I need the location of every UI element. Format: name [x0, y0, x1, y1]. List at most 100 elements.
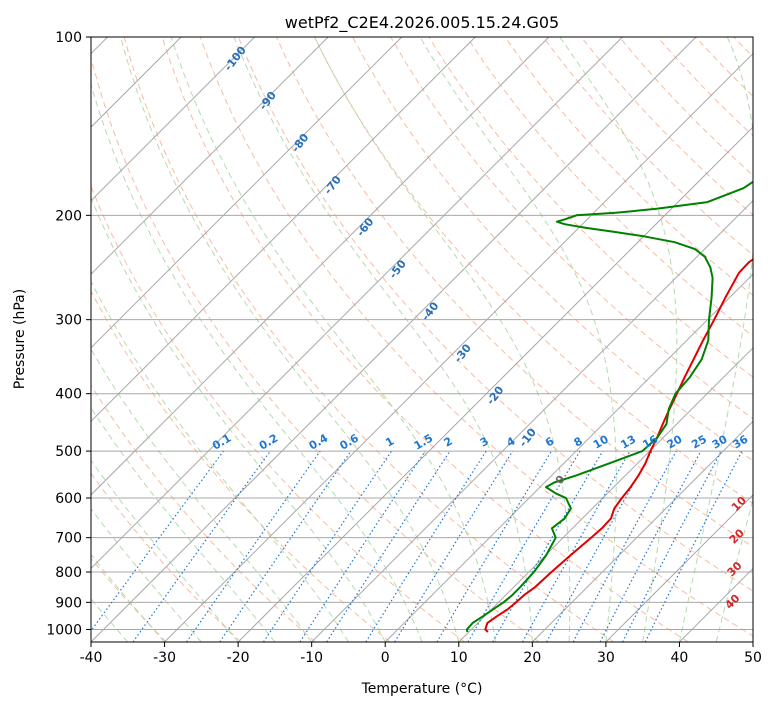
mixing-ratio-label: 1 — [383, 435, 396, 450]
moist-adiabat-line — [715, 497, 753, 642]
mixing-ratio-line — [546, 450, 653, 642]
mixing-ratio-line — [394, 450, 514, 642]
dry-adiabat-line — [91, 290, 391, 642]
moist-adiabat-line — [91, 507, 202, 642]
moist-adiabat-label: 0 — [553, 473, 568, 487]
moist-adiabat-line — [91, 280, 349, 642]
mixing-ratio-label: 30 — [710, 432, 730, 451]
moist-adiabat-line — [91, 598, 129, 642]
y-tick-label: 1000 — [46, 622, 82, 638]
x-tick-label: 40 — [671, 650, 689, 666]
isotherm-line — [458, 347, 753, 642]
dry-adiabat-label: 30 — [725, 559, 745, 579]
mixing-ratio-line — [132, 450, 271, 642]
isotherm-line — [91, 37, 476, 423]
dry-adiabat-line — [91, 384, 316, 642]
isotherm-line — [605, 494, 753, 642]
dry-adiabat-line — [314, 37, 753, 505]
x-tick-label: 20 — [523, 650, 541, 666]
y-tick-label: 800 — [55, 565, 82, 581]
chart-title: wetPf2_C2E4.2026.005.15.24.G05 — [285, 13, 559, 33]
moist-adiabats — [91, 37, 753, 642]
moist-adiabat-label: -100 — [222, 44, 249, 74]
isotherm-line — [237, 126, 753, 642]
moist-adiabat-line — [91, 406, 276, 642]
moist-adiabat-label: -90 — [257, 89, 280, 113]
dry-adiabat-line — [428, 37, 753, 378]
x-axis-label: Temperature (°C) — [361, 681, 483, 697]
plot-frame — [90, 36, 754, 643]
moist-adiabat-label: -50 — [386, 257, 409, 281]
dewpoint-profile-line — [465, 180, 753, 633]
mixing-ratio-label: 13 — [618, 433, 638, 452]
x-tick-label: -10 — [300, 650, 323, 666]
isotherm-line — [91, 37, 403, 349]
dry-adiabat-line — [91, 55, 540, 642]
moist-adiabat-label: -60 — [354, 215, 377, 239]
x-tick-label: -40 — [80, 650, 103, 666]
isotherms — [91, 37, 753, 642]
moist-adiabat-label: -80 — [289, 131, 312, 155]
profile-series — [465, 180, 753, 633]
y-ticks: 1000 900 800 700 600 500 400 300 200 100 — [46, 30, 91, 638]
isotherm-line — [91, 37, 256, 202]
mixing-ratio-line — [599, 450, 702, 642]
moist-adiabat-line — [678, 37, 753, 642]
dry-adiabat-line — [352, 37, 753, 462]
mixing-ratio-label: 36 — [730, 432, 750, 451]
dry-adiabat-line — [542, 37, 753, 256]
mixing-ratio-line — [299, 450, 426, 642]
mixing-ratio-line — [262, 450, 392, 642]
y-tick-label: 600 — [55, 491, 82, 507]
y-tick-label: 900 — [55, 595, 82, 611]
isotherm-line — [384, 273, 753, 642]
y-tick-label: 400 — [55, 387, 82, 403]
isotherm-line — [91, 37, 550, 496]
moist-adiabat-line — [91, 196, 386, 642]
x-tick-label: -20 — [227, 650, 250, 666]
y-tick-label: 300 — [55, 313, 82, 329]
mixing-ratio-label: 10 — [591, 432, 611, 451]
dry-adiabat-line — [123, 37, 614, 642]
mixing-ratio-label: 0.4 — [307, 431, 331, 452]
mixing-ratio-line — [436, 450, 553, 642]
mixing-ratio-label: 0.2 — [257, 432, 280, 453]
dry-adiabat-line — [466, 37, 753, 337]
dry-adiabat-label: 10 — [729, 494, 749, 514]
mixing-ratio-label: 20 — [665, 432, 685, 451]
moist-adiabat-line — [91, 82, 423, 642]
mixing-ratio-label: 0.1 — [210, 432, 233, 453]
y-tick-label: 500 — [55, 444, 82, 460]
moist-adiabat-line — [419, 37, 617, 642]
plot-area: 0.1 0.2 0.4 0.6 1 1.5 2 3 4 6 8 10 13 16 20 25 30 36-100-… — [91, 37, 753, 642]
mixing-ratio-line — [572, 450, 677, 642]
moist-adiabat-label: -30 — [452, 341, 475, 365]
x-ticks: -40 -30 -20 -10 0 10 20 30 40 50 — [80, 642, 762, 666]
moist-adiabat-label: -10 — [517, 426, 540, 450]
mixing-ratio-line — [644, 450, 743, 642]
dry-adiabat-line — [275, 37, 753, 548]
y-tick-label: 100 — [55, 30, 82, 46]
isotherm-line — [531, 420, 753, 642]
dry-adiabats — [91, 37, 753, 642]
dry-adiabat-line — [504, 37, 753, 296]
moist-adiabat-line — [91, 459, 239, 642]
mixing-ratio-line — [186, 450, 321, 642]
dry-adiabat-line — [237, 37, 753, 592]
mixing-ratio-line — [365, 450, 487, 642]
isotherm-line — [311, 199, 753, 642]
mixing-ratio-line — [521, 450, 631, 642]
isotherm-line — [752, 641, 753, 642]
mixing-ratio-label: 8 — [572, 435, 585, 450]
moist-adiabat-label: -70 — [322, 173, 345, 197]
isotherm-line — [91, 37, 697, 642]
moist-adiabat-line — [91, 553, 165, 642]
y-tick-label: 200 — [55, 208, 82, 224]
isotherm-line — [679, 567, 753, 642]
dry-adiabat-line — [91, 472, 242, 642]
x-tick-label: 10 — [450, 650, 468, 666]
dry-adiabat-line — [390, 37, 753, 420]
line-labels: 0.1 0.2 0.4 0.6 1 1.5 2 3 4 6 8 10 13 16 20 25 30 36-100-… — [210, 44, 750, 612]
dry-adiabat-line — [161, 37, 689, 642]
